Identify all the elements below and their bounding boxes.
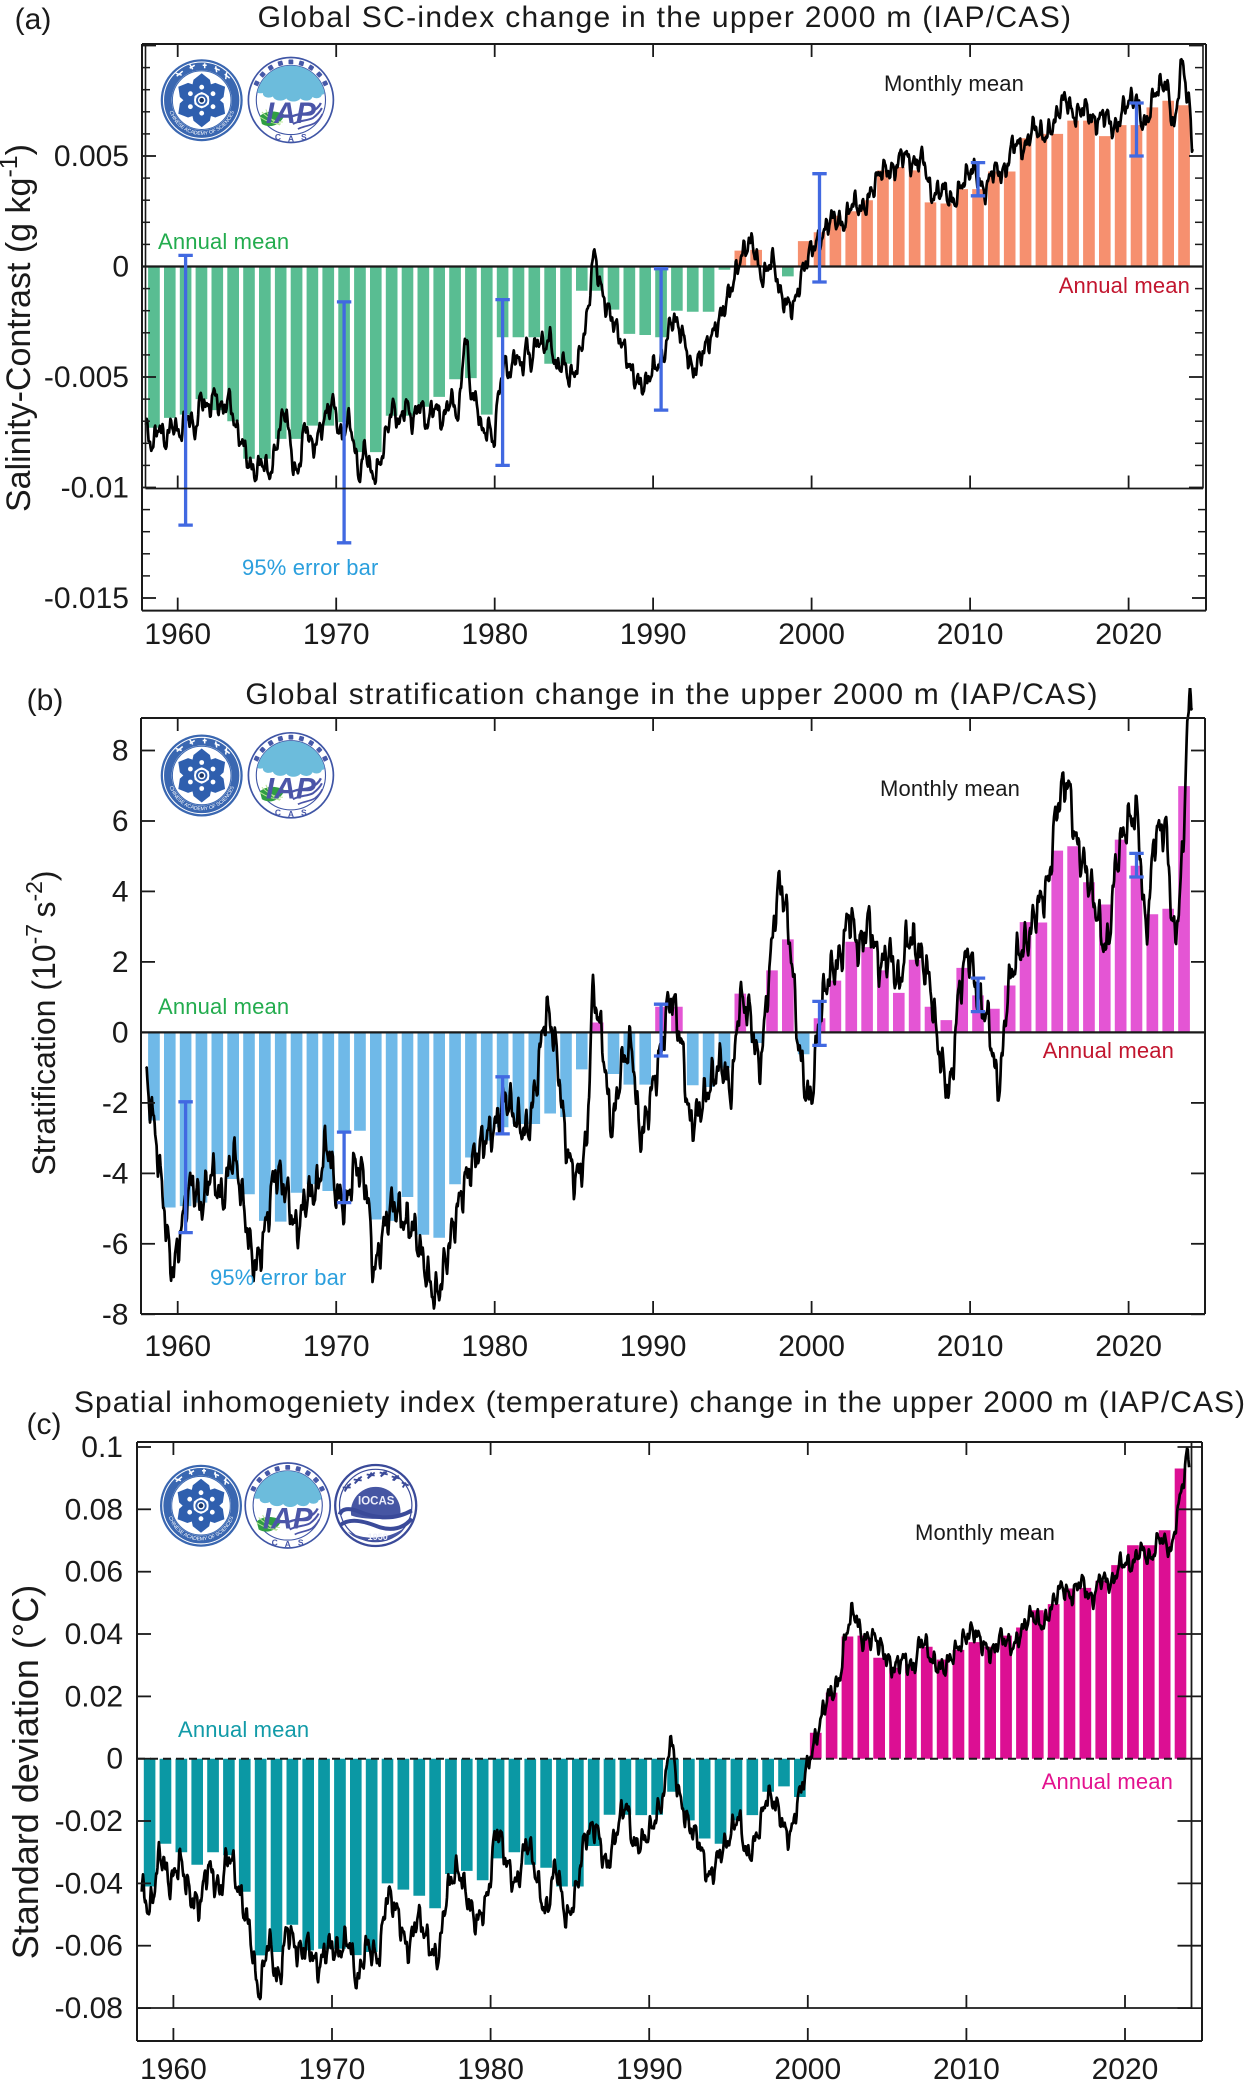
- svg-text:1980: 1980: [461, 618, 528, 651]
- svg-text:0: 0: [112, 1016, 129, 1049]
- svg-text:0.005: 0.005: [54, 140, 129, 173]
- svg-text:2: 2: [112, 946, 129, 979]
- svg-text:0: 0: [106, 1743, 123, 1776]
- svg-text:95% error bar: 95% error bar: [210, 1265, 346, 1290]
- svg-text:(b): (b): [27, 684, 64, 717]
- svg-text:Annual mean: Annual mean: [158, 994, 289, 1019]
- svg-text:Salinity-Contrast (g kg-1): Salinity-Contrast (g kg-1): [0, 144, 38, 512]
- svg-text:-0.01: -0.01: [61, 472, 129, 505]
- svg-text:1970: 1970: [303, 1330, 370, 1363]
- svg-text:Monthly mean: Monthly mean: [915, 1520, 1055, 1545]
- svg-text:Stratification (10-7 s-2): Stratification (10-7 s-2): [21, 870, 62, 1175]
- svg-text:0.04: 0.04: [65, 1618, 123, 1651]
- svg-text:0.06: 0.06: [65, 1556, 123, 1589]
- svg-text:-2: -2: [102, 1087, 129, 1120]
- svg-text:-0.005: -0.005: [44, 361, 129, 394]
- svg-text:Global stratification change i: Global stratification change in the uppe…: [245, 678, 1098, 711]
- svg-text:1960: 1960: [144, 1330, 211, 1363]
- svg-text:2000: 2000: [778, 618, 845, 651]
- svg-text:0: 0: [112, 251, 129, 284]
- svg-text:0.08: 0.08: [65, 1493, 123, 1526]
- svg-text:Annual mean: Annual mean: [1043, 1038, 1174, 1063]
- svg-text:4: 4: [112, 875, 129, 908]
- svg-text:(a): (a): [15, 3, 52, 36]
- svg-text:1980: 1980: [457, 2053, 524, 2086]
- svg-text:Monthly mean: Monthly mean: [884, 71, 1024, 96]
- svg-text:(c): (c): [27, 1408, 62, 1441]
- svg-text:-0.08: -0.08: [55, 1992, 123, 2025]
- svg-text:2020: 2020: [1092, 2053, 1159, 2086]
- svg-text:1990: 1990: [620, 1330, 687, 1363]
- svg-text:1960: 1960: [144, 618, 211, 651]
- svg-text:2000: 2000: [774, 2053, 841, 2086]
- svg-text:1970: 1970: [303, 618, 370, 651]
- svg-text:0.1: 0.1: [81, 1431, 123, 1464]
- svg-text:Annual mean: Annual mean: [1059, 273, 1190, 298]
- svg-text:-6: -6: [102, 1228, 129, 1261]
- svg-text:2000: 2000: [778, 1330, 845, 1363]
- svg-text:Global SC-index change in the: Global SC-index change in the upper 2000…: [258, 1, 1073, 34]
- svg-text:Annual mean: Annual mean: [1042, 1769, 1173, 1794]
- svg-text:1960: 1960: [140, 2053, 207, 2086]
- svg-text:2010: 2010: [933, 2053, 1000, 2086]
- svg-text:Monthly mean: Monthly mean: [880, 776, 1020, 801]
- svg-text:-0.06: -0.06: [55, 1930, 123, 1963]
- svg-text:1970: 1970: [299, 2053, 366, 2086]
- svg-text:-0.02: -0.02: [55, 1805, 123, 1838]
- svg-text:6: 6: [112, 805, 129, 838]
- svg-text:-0.04: -0.04: [55, 1867, 123, 1900]
- svg-text:0.02: 0.02: [65, 1680, 123, 1713]
- svg-text:2020: 2020: [1095, 1330, 1162, 1363]
- svg-text:-4: -4: [102, 1157, 129, 1190]
- svg-text:95% error bar: 95% error bar: [242, 555, 378, 580]
- svg-text:Annual mean: Annual mean: [158, 229, 289, 254]
- svg-text:1990: 1990: [620, 618, 687, 651]
- svg-text:1980: 1980: [461, 1330, 528, 1363]
- svg-text:2010: 2010: [937, 1330, 1004, 1363]
- svg-text:2010: 2010: [937, 618, 1004, 651]
- svg-text:1990: 1990: [616, 2053, 683, 2086]
- svg-text:8: 8: [112, 735, 129, 768]
- svg-text:Annual mean: Annual mean: [178, 1717, 309, 1742]
- svg-text:Standard deviation (°C): Standard deviation (°C): [5, 1585, 46, 1960]
- svg-text:2020: 2020: [1095, 618, 1162, 651]
- svg-text:-8: -8: [102, 1298, 129, 1331]
- svg-text:Spatial inhomogeniety index (t: Spatial inhomogeniety index (temperature…: [74, 1386, 1246, 1419]
- svg-text:-0.015: -0.015: [44, 582, 129, 615]
